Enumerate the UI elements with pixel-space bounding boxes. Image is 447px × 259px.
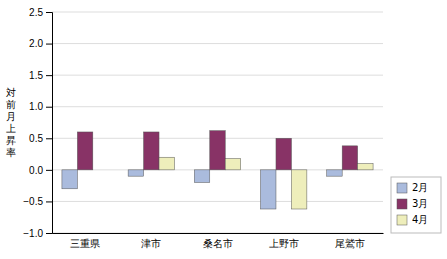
legend-label: 3月 xyxy=(412,198,428,209)
tick-label: 上野市 xyxy=(269,238,299,249)
y-axis-label-line: 上 xyxy=(6,123,16,134)
tick: 上野市 xyxy=(269,238,299,249)
legend-item: 2月 xyxy=(397,182,428,193)
tick: 1.5 xyxy=(29,70,52,81)
grid-line xyxy=(52,106,383,107)
legend-swatch xyxy=(397,215,407,225)
legend-label: 4月 xyxy=(412,214,428,225)
tick-label: 三重県 xyxy=(70,238,100,249)
bar xyxy=(358,164,373,170)
bar-series xyxy=(159,157,373,209)
legend-swatch xyxy=(397,183,407,193)
tick: −1.0 xyxy=(23,228,52,239)
grid-line xyxy=(52,75,383,76)
tick-label: 2.5 xyxy=(29,7,43,18)
legend: 2月 3月 4月 xyxy=(391,177,441,233)
tick-label: 1.5 xyxy=(29,70,43,81)
plot: −1.0 −0.5 0.0 0.5 1.0 1.5 2.0 2.5 三重県 津市 桑名市 上野市 尾鷲市 xyxy=(23,7,383,249)
tick-mark xyxy=(46,170,52,171)
tick-label: −0.5 xyxy=(23,196,43,207)
y-axis-label-line: 昇 xyxy=(6,135,16,146)
tick-label: 1.0 xyxy=(29,101,43,112)
tick-mark xyxy=(46,75,52,76)
grid-line xyxy=(52,201,383,202)
tick: 0.0 xyxy=(29,165,52,176)
bar xyxy=(342,146,357,170)
bar xyxy=(93,169,108,170)
tick: 0.5 xyxy=(29,133,52,144)
bar xyxy=(159,157,174,170)
tick-label: 尾鷲市 xyxy=(335,238,365,249)
x-axis: 三重県 津市 桑名市 上野市 尾鷲市 xyxy=(53,234,384,250)
tick: 尾鷲市 xyxy=(335,238,365,249)
legend-label: 2月 xyxy=(412,182,428,193)
grid-line xyxy=(52,233,383,234)
bar-series xyxy=(62,170,342,209)
bars xyxy=(62,131,373,209)
tick: 1.0 xyxy=(29,101,52,112)
y-axis-label-line: 前 xyxy=(6,99,16,110)
tick-label: −1.0 xyxy=(23,228,43,239)
bar-series xyxy=(77,131,357,170)
tick-label: 津市 xyxy=(141,238,161,249)
tick-mark xyxy=(46,138,52,139)
bar xyxy=(194,170,209,183)
tick-mark xyxy=(46,107,52,108)
bar xyxy=(276,138,291,170)
axis-line xyxy=(46,13,53,234)
legend-item: 3月 xyxy=(397,198,428,209)
legend-box xyxy=(391,177,441,233)
legend-swatch xyxy=(397,199,407,209)
tick: 2.0 xyxy=(29,38,52,49)
tick-label: 0.5 xyxy=(29,133,43,144)
tick-label: 2.0 xyxy=(29,38,43,49)
bar xyxy=(327,170,342,176)
tick: 三重県 xyxy=(70,238,100,249)
tick: 桑名市 xyxy=(203,238,233,249)
y-axis-label-line: 対 xyxy=(6,87,16,98)
bar xyxy=(144,132,159,170)
legend-item: 4月 xyxy=(397,214,428,225)
tick-mark xyxy=(46,44,52,45)
y-axis-label-line: 月 xyxy=(6,111,16,122)
tick-mark xyxy=(46,233,52,234)
bar xyxy=(210,131,225,170)
bar xyxy=(77,132,92,170)
y-axis-label-line: 率 xyxy=(6,147,16,158)
chart: −1.0 −0.5 0.0 0.5 1.0 1.5 2.0 2.5 三重県 津市 桑名市 上野市 尾鷲市… xyxy=(0,0,447,259)
tick: 2.5 xyxy=(29,7,52,18)
grid xyxy=(52,12,383,233)
bar xyxy=(291,170,306,209)
grid-line xyxy=(52,43,383,44)
y-axis: −1.0 −0.5 0.0 0.5 1.0 1.5 2.0 2.5 xyxy=(23,7,52,239)
bar xyxy=(261,170,276,209)
tick-mark xyxy=(46,201,52,202)
grid-line xyxy=(52,12,383,13)
tick: −0.5 xyxy=(23,196,52,207)
bar xyxy=(62,170,77,189)
tick-label: 0.0 xyxy=(29,165,43,176)
tick-label: 桑名市 xyxy=(203,238,233,249)
bar xyxy=(225,158,240,169)
tick: 津市 xyxy=(141,238,161,249)
axis-line xyxy=(53,233,384,234)
tick-mark xyxy=(46,12,52,13)
bar xyxy=(128,170,143,176)
y-axis-label: 対前月上昇率 xyxy=(6,87,16,158)
